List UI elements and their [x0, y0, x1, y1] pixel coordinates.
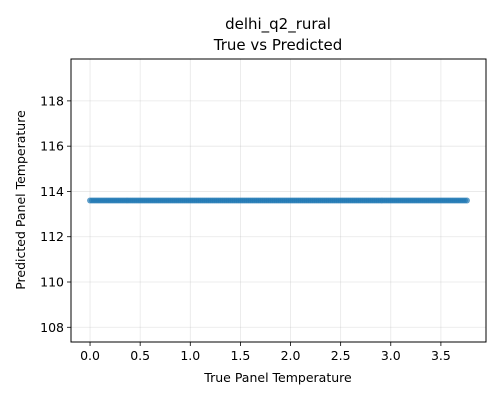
- data-point: [463, 197, 470, 204]
- chart-title-line-2: True vs Predicted: [213, 36, 343, 54]
- y-tick-label: 110: [40, 275, 64, 290]
- x-tick-label: 0.0: [80, 348, 100, 363]
- x-axis-label: True Panel Temperature: [203, 370, 352, 385]
- x-tick-label: 3.0: [381, 348, 401, 363]
- x-tick-label: 3.5: [431, 348, 451, 363]
- x-tick-label: 0.5: [130, 348, 150, 363]
- x-tick-label: 2.5: [331, 348, 351, 363]
- y-tick-label: 112: [40, 229, 64, 244]
- x-tick-label: 2.0: [281, 348, 301, 363]
- y-tick-label: 116: [40, 139, 64, 154]
- data-points: [87, 197, 470, 204]
- x-tick-label: 1.5: [230, 348, 250, 363]
- y-tick-label: 108: [40, 320, 64, 335]
- y-axis-label: Predicted Panel Temperature: [13, 110, 28, 290]
- x-axis-ticks: 0.0 0.5 1.0 1.5 2.0 2.5 3.0 3.5: [80, 342, 451, 363]
- x-tick-label: 1.0: [180, 348, 200, 363]
- y-axis-ticks: 108 110 112 114 116 118: [40, 93, 71, 335]
- y-tick-label: 118: [40, 93, 64, 108]
- y-tick-label: 114: [40, 184, 64, 199]
- chart-title-line-1: delhi_q2_rural: [225, 15, 331, 34]
- plot-area-frame: [70, 58, 487, 343]
